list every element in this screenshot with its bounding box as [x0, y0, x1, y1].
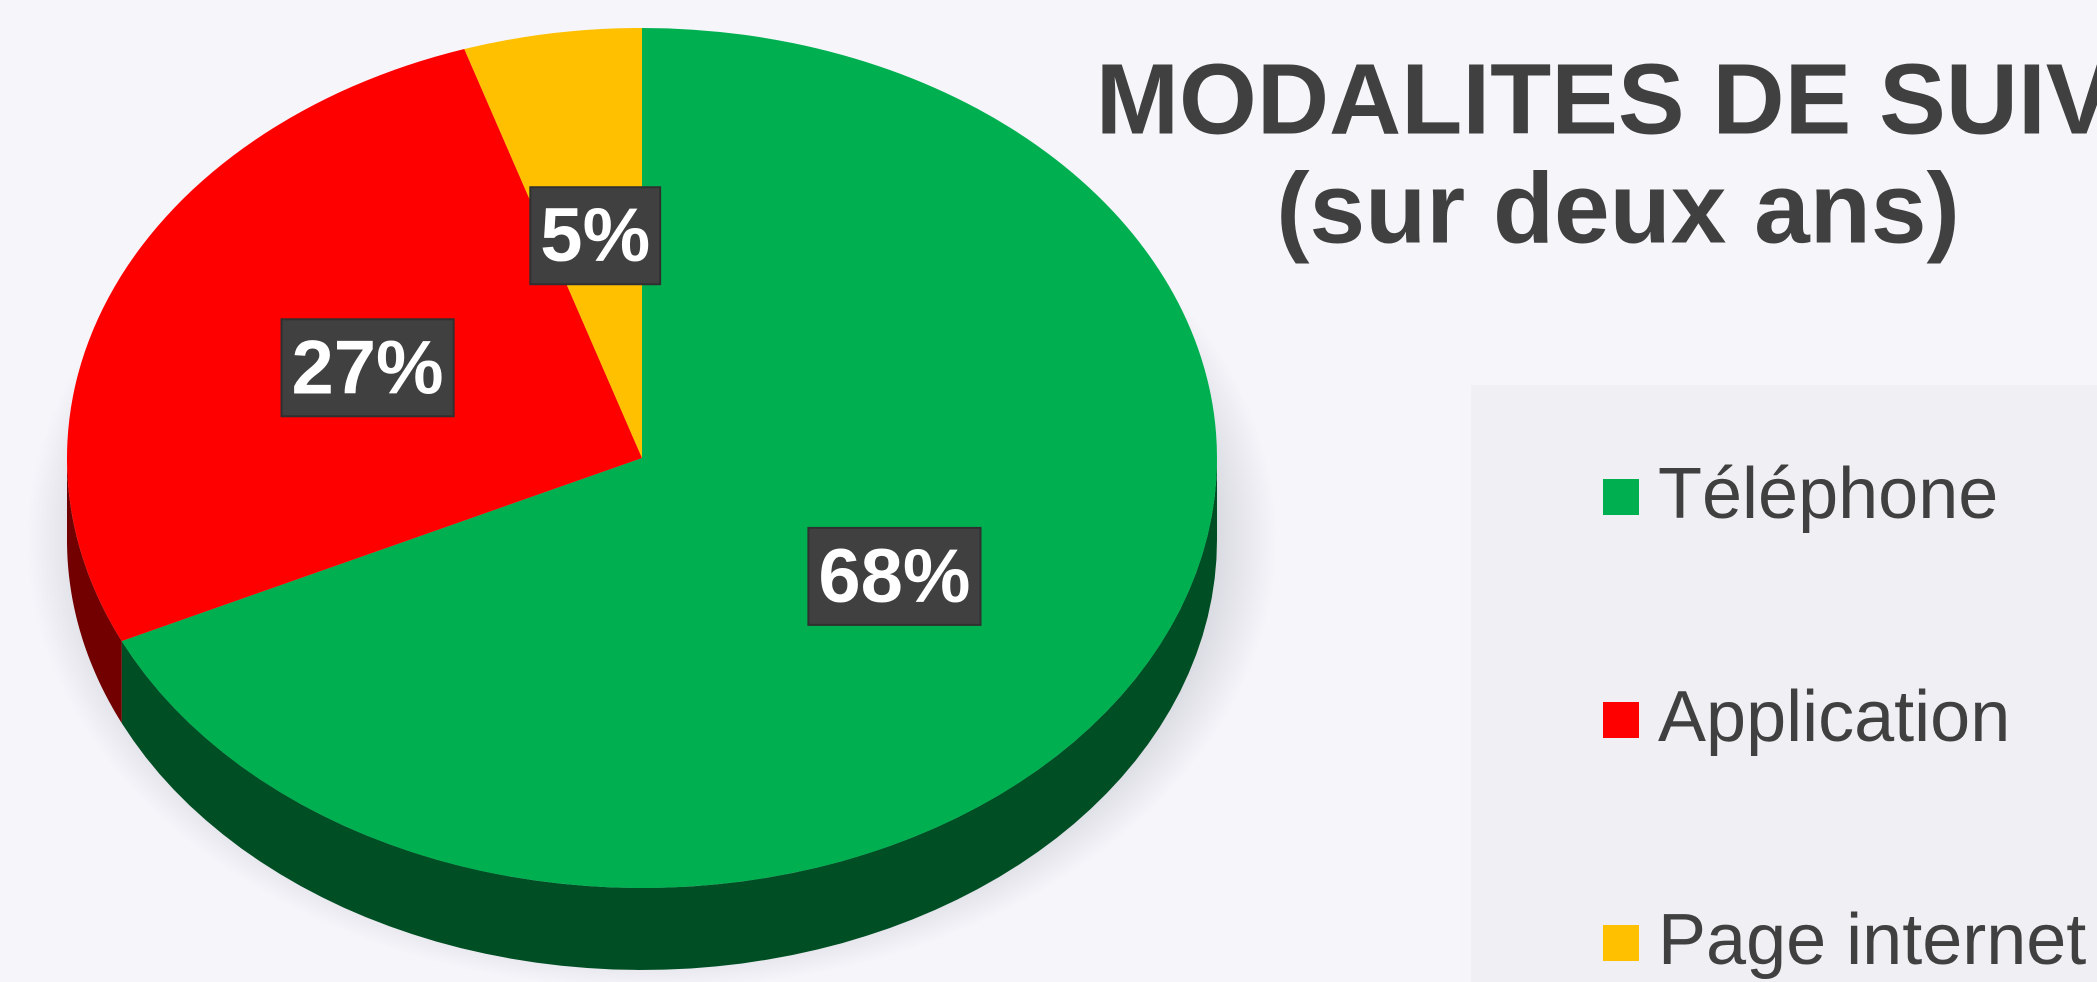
legend-label: Téléphone	[1658, 454, 1998, 534]
legend-label: Application	[1658, 677, 2010, 757]
data-label-box	[807, 526, 982, 626]
data-label: 27%	[292, 325, 444, 410]
legend-panel	[1471, 385, 2097, 982]
legend-swatch	[1603, 702, 1639, 738]
slice-side	[121, 458, 1217, 970]
slice	[121, 28, 1218, 888]
chart-subtitle: (sur deux ans)	[1276, 152, 1960, 264]
legend-swatch	[1603, 925, 1639, 961]
chart-title: MODALITES DE SUIVI	[1096, 43, 2097, 155]
data-label-box	[529, 186, 662, 286]
data-label: 5%	[540, 193, 650, 278]
data-label-box	[280, 318, 455, 418]
data-label: 68%	[818, 534, 970, 619]
legend-label: Page internet	[1658, 900, 2086, 980]
legend-swatch	[1603, 479, 1639, 515]
slice-side	[67, 458, 122, 724]
